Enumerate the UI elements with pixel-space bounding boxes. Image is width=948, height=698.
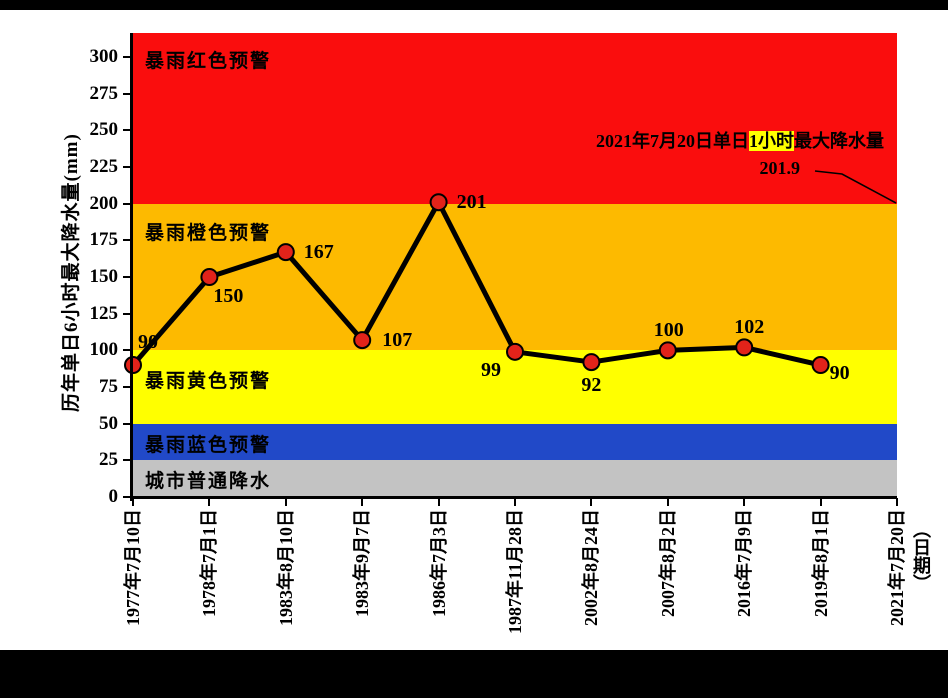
y-tick-label: 175: [89, 229, 119, 251]
warning-band-orange: [133, 203, 897, 351]
warning-band-label-blue: 暴雨蓝色预警: [145, 434, 272, 456]
data-point-label: 201: [456, 191, 487, 214]
x-axis-title: （日期）: [911, 520, 931, 592]
y-tick-label: 300: [89, 46, 119, 68]
warning-band-label-gray: 城市普通降水: [145, 471, 272, 493]
x-tick-mark: [208, 498, 211, 506]
x-tick-mark: [514, 498, 516, 506]
series-line: [131, 199, 822, 368]
data-point-marker: [811, 356, 830, 375]
y-tick-mark: [123, 92, 133, 95]
y-tick-label: 150: [89, 266, 119, 288]
data-point-label: 102: [734, 316, 765, 339]
y-tick-mark: [123, 202, 133, 205]
y-tick-mark: [123, 459, 133, 462]
x-tick-label: 1983年8月10日: [275, 509, 296, 626]
x-tick-label: 2019年8月1日: [810, 509, 831, 617]
data-point-label: 90: [829, 362, 850, 384]
x-tick-label: 1978年7月1日: [199, 509, 220, 617]
data-point-marker: [276, 243, 295, 262]
y-tick-mark: [123, 349, 133, 352]
data-point-marker: [200, 268, 219, 287]
x-tick-mark: [666, 498, 669, 506]
y-tick-label: 50: [99, 412, 118, 434]
x-tick-label: 1977年7月10日: [123, 509, 143, 626]
y-tick-label: 125: [89, 302, 119, 324]
x-tick-mark: [743, 498, 746, 506]
annotation-highlight: 1小时: [749, 131, 794, 151]
data-point-label: 167: [303, 241, 334, 264]
bottom-black-bar: [0, 650, 948, 698]
warning-band-red: [133, 33, 897, 204]
warning-band-yellow: [133, 350, 897, 424]
warning-band-label-red: 暴雨红色预警: [145, 51, 272, 72]
annotation-2021-max-rainfall: 2021年7月20日单日1小时最大降水量 201.9: [596, 130, 884, 179]
plot-area: 暴雨红色预警 暴雨橙色预警 暴雨黄色预警 暴雨蓝色预警 城市普通降水 90 150 167 10…: [124, 33, 897, 497]
x-tick-mark: [896, 498, 898, 506]
x-tick-mark: [132, 498, 134, 506]
warning-band-gray: [133, 460, 897, 497]
data-point-marker: [506, 342, 524, 361]
y-tick-mark: [123, 166, 133, 169]
y-tick-label: 25: [99, 449, 118, 471]
x-tick-label: 2021年7月20日: [887, 509, 907, 626]
annotation-prefix: 2021年7月20日单日: [596, 131, 749, 151]
warning-band-label-orange: 暴雨橙色预警: [145, 222, 272, 244]
y-axis-line: [130, 33, 133, 501]
data-point-marker: [429, 193, 448, 212]
y-tick-label: 0: [108, 486, 119, 507]
data-point-label: 150: [213, 285, 244, 308]
x-tick-label: 2016年7月9日: [734, 509, 755, 617]
data-point-label: 92: [581, 374, 602, 397]
y-tick-mark: [123, 56, 133, 59]
x-tick-mark: [437, 498, 440, 506]
y-tick-mark: [123, 239, 133, 242]
data-point-marker: [735, 338, 754, 357]
y-tick-label: 250: [89, 119, 119, 141]
y-tick-mark: [123, 422, 133, 425]
x-tick-label: 1987年11月28日: [505, 509, 525, 635]
x-tick-mark: [819, 498, 822, 506]
x-tick-label: 2007年8月2日: [657, 509, 678, 617]
data-point-label: 100: [653, 319, 684, 342]
y-tick-label: 275: [89, 82, 119, 104]
x-tick-label: 2002年8月24日: [581, 509, 602, 626]
x-tick-label: 1986年7月3日: [428, 509, 449, 617]
y-tick-mark: [123, 276, 133, 279]
y-tick-mark: [123, 312, 133, 315]
y-tick-mark: [123, 496, 133, 498]
y-tick-label: 100: [89, 339, 119, 361]
y-tick-label: 200: [89, 192, 119, 214]
warning-band-label-yellow: 暴雨黄色预警: [145, 371, 272, 393]
top-black-bar: [0, 0, 948, 10]
line-series-svg: [124, 193, 830, 375]
x-tick-mark: [361, 498, 364, 506]
warning-band-blue: [133, 423, 897, 461]
x-axis-line: [130, 496, 897, 499]
data-point-label: 99: [481, 358, 501, 381]
annotation-suffix: 最大降水量: [794, 131, 884, 151]
y-tick-label: 75: [99, 376, 118, 397]
data-point-marker: [658, 341, 677, 360]
data-point-marker: [582, 353, 601, 372]
y-tick-label: 225: [89, 156, 119, 178]
data-point-marker: [124, 356, 142, 375]
data-point-marker: [353, 331, 372, 350]
data-point-label: 90: [138, 331, 158, 353]
annotation-text: 2021年7月20日单日1小时最大降水量: [596, 130, 884, 152]
x-tick-mark: [284, 498, 287, 506]
data-point-label: 107: [382, 329, 413, 352]
annotation-value: 201.9: [759, 158, 801, 178]
y-tick-mark: [123, 386, 133, 388]
x-tick-mark: [590, 498, 593, 506]
x-tick-label: 1983年9月7日: [352, 509, 373, 617]
y-tick-mark: [123, 129, 133, 132]
